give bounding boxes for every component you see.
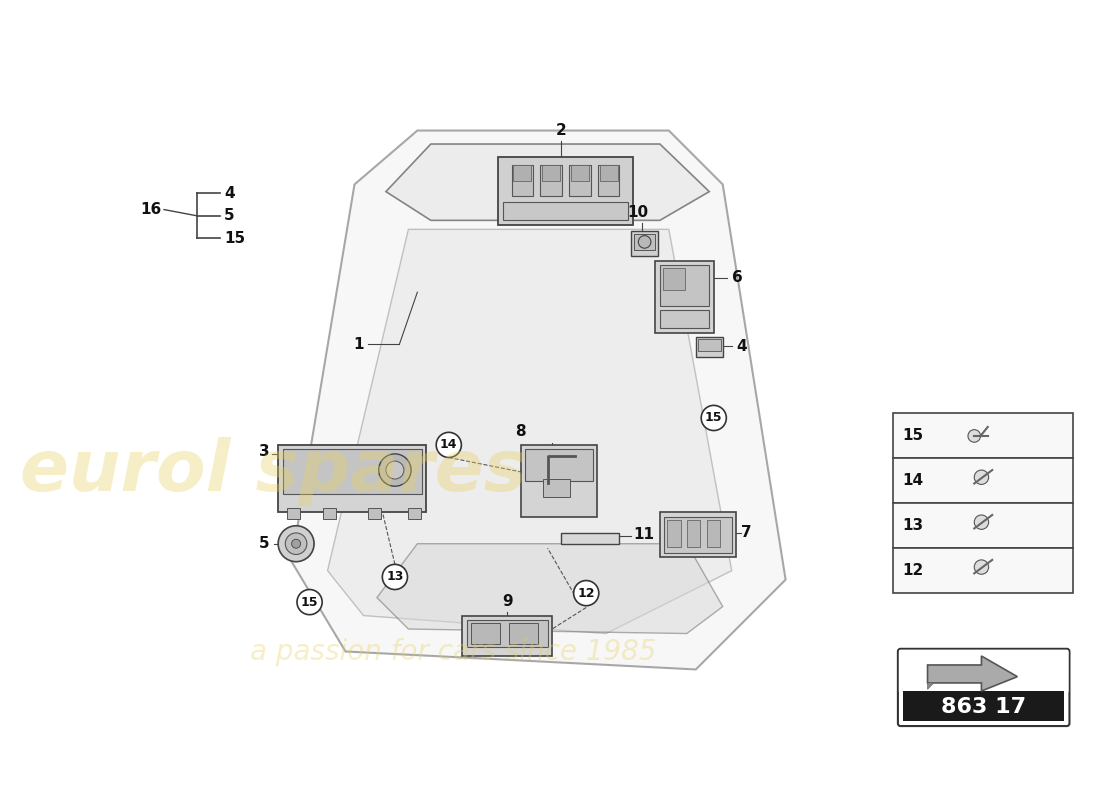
- Text: 4: 4: [224, 186, 235, 201]
- Text: 2: 2: [556, 122, 566, 138]
- Bar: [697, 339, 720, 351]
- Bar: [667, 520, 681, 547]
- Bar: [323, 508, 336, 518]
- Bar: [287, 508, 299, 518]
- Text: 1: 1: [353, 337, 363, 352]
- Bar: [571, 165, 588, 181]
- Bar: [696, 337, 723, 357]
- Bar: [408, 508, 421, 518]
- Text: 7: 7: [740, 526, 751, 541]
- Bar: [466, 620, 548, 647]
- Circle shape: [975, 560, 989, 574]
- Polygon shape: [927, 656, 1018, 691]
- Bar: [520, 445, 597, 517]
- Circle shape: [386, 461, 404, 479]
- Bar: [278, 445, 427, 512]
- Circle shape: [383, 564, 407, 590]
- Bar: [569, 165, 591, 196]
- Bar: [503, 202, 628, 220]
- Text: 14: 14: [902, 474, 924, 488]
- Bar: [662, 268, 685, 290]
- Bar: [656, 261, 714, 333]
- Text: 13: 13: [902, 518, 924, 534]
- Bar: [893, 414, 1074, 458]
- Polygon shape: [328, 230, 732, 634]
- FancyBboxPatch shape: [899, 650, 1068, 693]
- Text: 15: 15: [902, 429, 924, 443]
- Circle shape: [638, 236, 651, 248]
- Bar: [600, 165, 618, 181]
- Bar: [660, 310, 710, 328]
- Text: a passion for cars since 1985: a passion for cars since 1985: [250, 638, 657, 666]
- Text: 15: 15: [224, 231, 245, 246]
- Circle shape: [278, 526, 315, 562]
- Bar: [498, 158, 632, 225]
- Text: 13: 13: [386, 570, 404, 583]
- Bar: [514, 165, 531, 181]
- Polygon shape: [292, 130, 785, 670]
- Text: 16: 16: [140, 202, 162, 217]
- Circle shape: [292, 539, 300, 548]
- Text: 12: 12: [902, 563, 924, 578]
- Text: 9: 9: [502, 594, 513, 610]
- Bar: [893, 458, 1074, 503]
- Text: 15: 15: [705, 411, 723, 425]
- Bar: [543, 479, 570, 497]
- Circle shape: [297, 590, 322, 614]
- Bar: [893, 548, 1074, 593]
- Polygon shape: [377, 544, 723, 634]
- Circle shape: [975, 470, 989, 485]
- Text: 5: 5: [258, 536, 270, 551]
- Text: 10: 10: [627, 206, 648, 220]
- Circle shape: [285, 533, 307, 554]
- Bar: [368, 508, 381, 518]
- Text: 14: 14: [440, 438, 458, 451]
- Bar: [686, 520, 701, 547]
- Bar: [512, 165, 534, 196]
- Text: 3: 3: [258, 444, 270, 458]
- Bar: [598, 165, 619, 196]
- Bar: [660, 512, 736, 557]
- Polygon shape: [386, 144, 710, 220]
- Text: 5: 5: [224, 208, 235, 223]
- Circle shape: [701, 406, 726, 430]
- Text: 15: 15: [300, 595, 318, 609]
- Text: 6: 6: [732, 270, 742, 286]
- Bar: [283, 450, 421, 494]
- Bar: [903, 691, 1064, 722]
- Bar: [509, 622, 538, 644]
- Circle shape: [437, 432, 461, 458]
- Bar: [660, 266, 710, 306]
- Circle shape: [573, 581, 598, 606]
- Polygon shape: [927, 683, 934, 690]
- Text: eurol spares: eurol spares: [20, 438, 527, 506]
- Circle shape: [975, 515, 989, 530]
- Text: 11: 11: [632, 527, 653, 542]
- Text: 8: 8: [515, 424, 526, 438]
- Text: 863 17: 863 17: [942, 697, 1026, 717]
- Bar: [462, 615, 552, 656]
- Bar: [471, 622, 501, 644]
- Bar: [540, 165, 562, 196]
- Bar: [664, 517, 732, 553]
- Text: 12: 12: [578, 586, 595, 600]
- Bar: [706, 520, 721, 547]
- Text: 4: 4: [736, 338, 747, 354]
- Bar: [542, 165, 560, 181]
- Bar: [893, 503, 1074, 548]
- Bar: [631, 231, 658, 256]
- Bar: [525, 450, 593, 481]
- Bar: [634, 234, 656, 250]
- FancyBboxPatch shape: [898, 649, 1069, 726]
- Circle shape: [378, 454, 411, 486]
- Circle shape: [968, 430, 980, 442]
- Bar: [561, 533, 619, 544]
